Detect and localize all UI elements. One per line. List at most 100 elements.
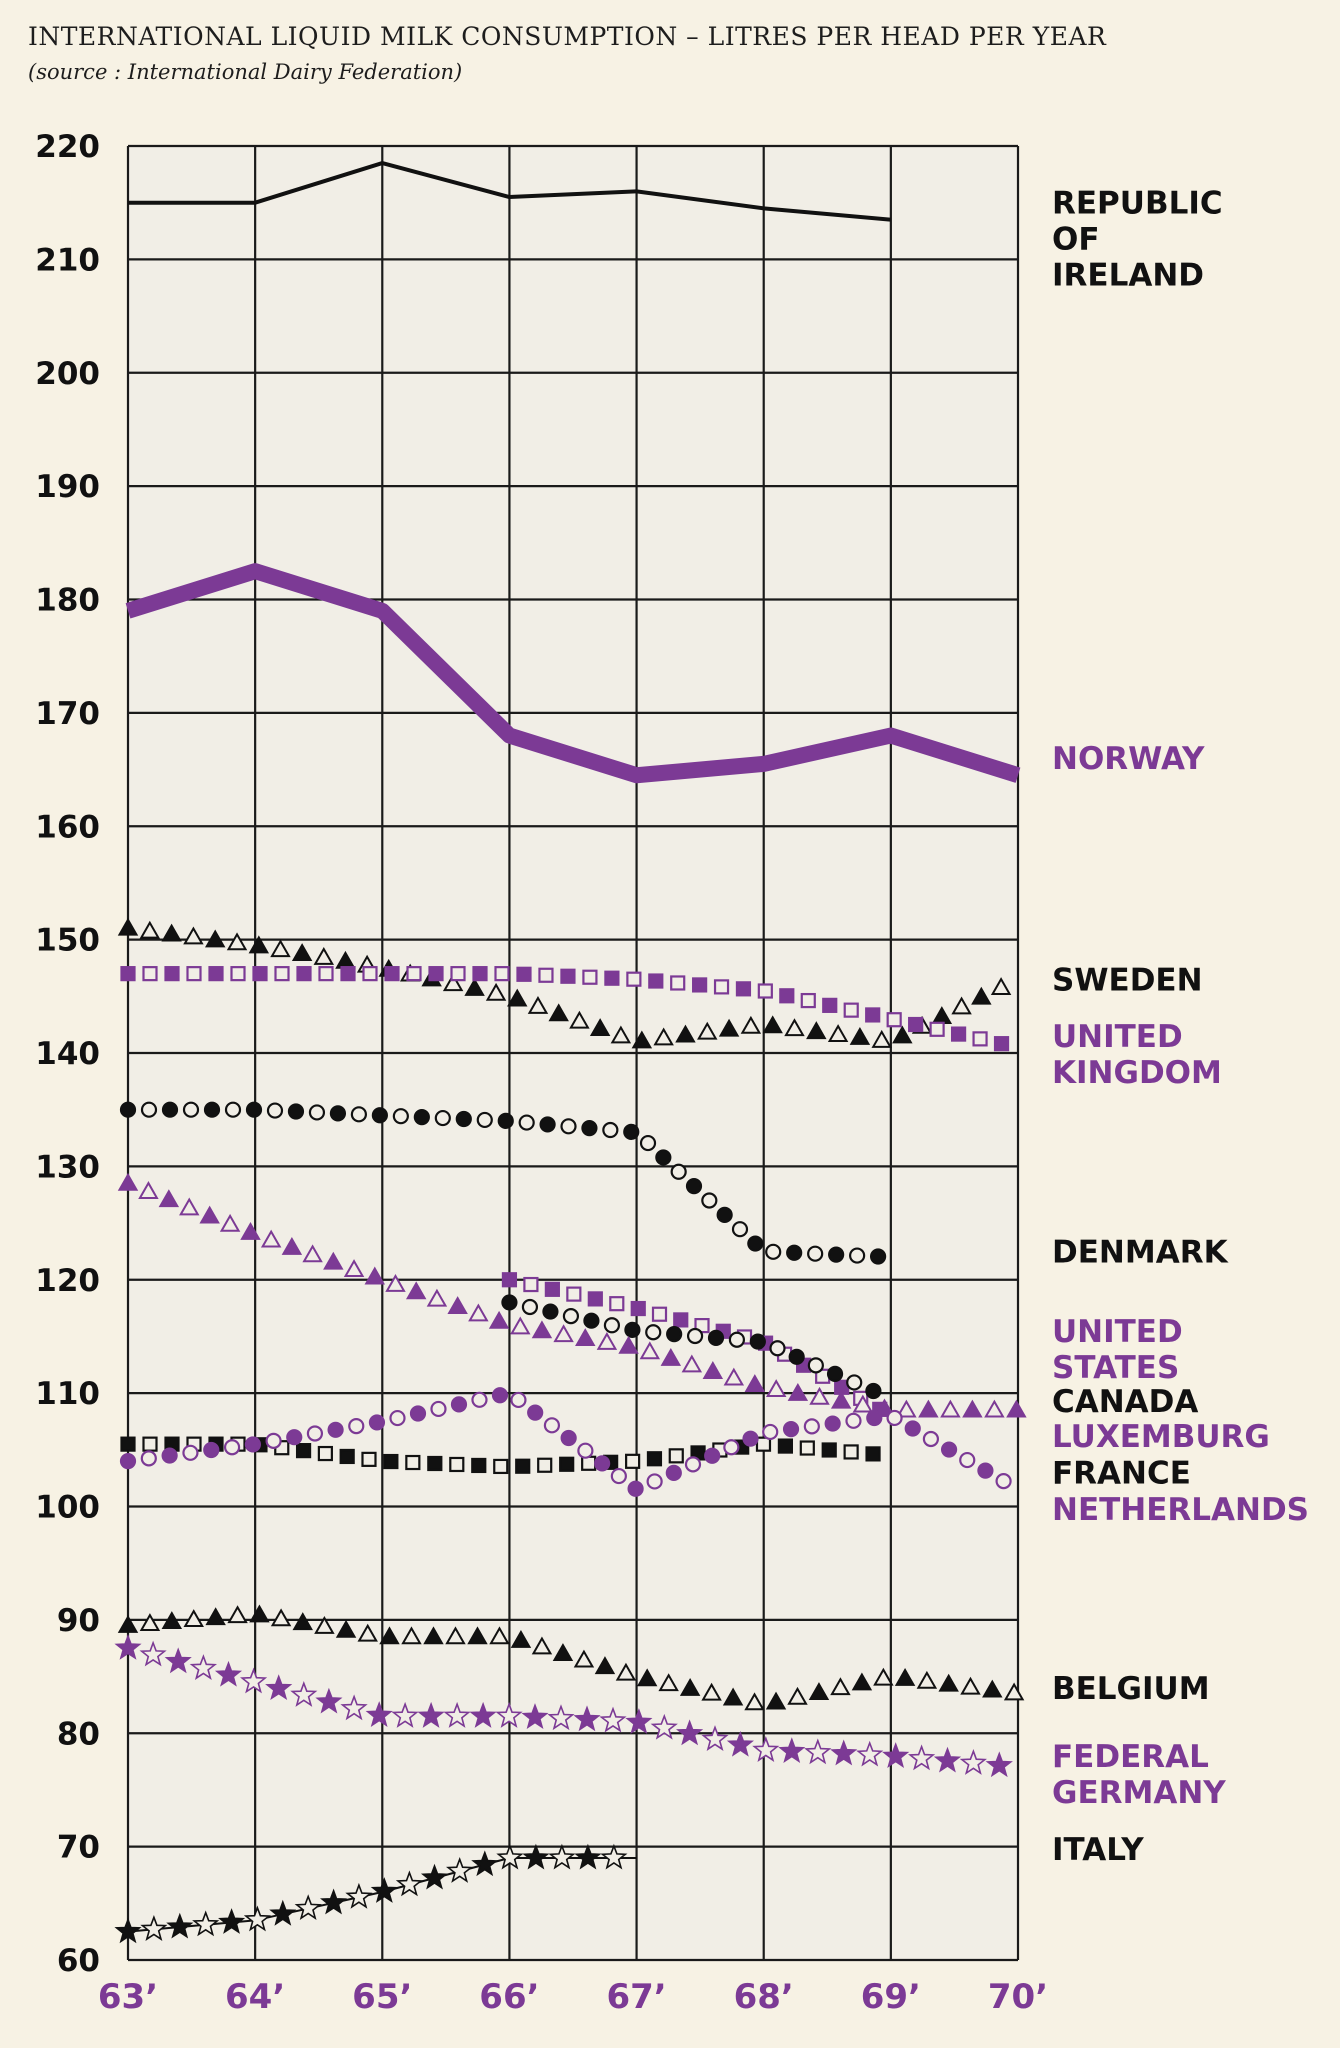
data-marker — [804, 1738, 832, 1765]
y-tick-label: 170 — [35, 696, 100, 732]
data-marker — [243, 1905, 272, 1932]
y-tick-label: 130 — [35, 1149, 100, 1185]
series-netherlands — [119, 1387, 1012, 1497]
series-label: OF — [1052, 222, 1100, 258]
data-marker — [869, 1248, 887, 1265]
data-marker — [960, 1676, 981, 1695]
data-marker — [447, 1296, 468, 1315]
data-marker — [455, 1110, 472, 1128]
data-marker — [587, 1291, 603, 1307]
data-marker — [140, 1915, 168, 1941]
data-marker — [544, 1281, 560, 1297]
data-marker — [704, 1447, 721, 1464]
series-label: ITALY — [1052, 1832, 1144, 1868]
y-tick-label: 100 — [35, 1490, 100, 1526]
series-france — [120, 1436, 881, 1475]
data-marker — [984, 1399, 1005, 1418]
data-marker — [639, 1134, 657, 1152]
data-marker — [510, 1316, 531, 1335]
data-marker — [702, 1361, 724, 1379]
data-marker — [577, 1442, 594, 1459]
data-marker — [464, 978, 485, 996]
data-marker — [962, 1399, 983, 1418]
data-marker — [368, 1414, 386, 1431]
data-marker — [166, 1912, 194, 1939]
data-marker — [713, 979, 730, 995]
data-marker — [501, 1272, 518, 1288]
data-marker — [290, 1681, 318, 1707]
data-marker — [179, 1197, 200, 1216]
data-marker — [182, 1101, 200, 1118]
data-marker — [807, 1357, 824, 1374]
data-marker — [684, 1456, 702, 1473]
data-marker — [800, 992, 816, 1009]
data-marker — [249, 1604, 270, 1623]
data-marker — [993, 1036, 1010, 1052]
data-marker — [731, 1221, 749, 1238]
data-marker — [602, 1121, 619, 1139]
x-tick-label: 67’ — [606, 1977, 666, 2017]
data-marker — [401, 1626, 422, 1645]
data-marker — [384, 966, 400, 982]
data-marker — [371, 1107, 388, 1124]
data-marker — [265, 1432, 282, 1449]
data-marker — [865, 1007, 881, 1023]
y-tick-label: 110 — [35, 1376, 100, 1412]
data-marker — [409, 1405, 427, 1422]
data-marker — [391, 1701, 419, 1728]
data-marker — [626, 971, 642, 987]
data-marker — [701, 1192, 718, 1209]
data-marker — [765, 1379, 787, 1398]
y-tick-label: 220 — [35, 129, 100, 165]
data-marker — [270, 1608, 292, 1627]
data-marker — [846, 1374, 863, 1391]
data-marker — [281, 1236, 303, 1255]
data-marker — [589, 1018, 611, 1037]
data-marker — [538, 967, 554, 983]
data-marker — [161, 1611, 183, 1630]
data-marker — [599, 1706, 627, 1733]
y-tick-label: 160 — [35, 809, 100, 845]
series-denmark — [119, 1101, 887, 1265]
data-marker — [317, 1445, 333, 1462]
data-marker — [485, 982, 507, 1001]
data-marker — [886, 1409, 903, 1427]
data-marker — [314, 1616, 335, 1634]
chart-title: INTERNATIONAL LIQUID MILK CONSUMPTION – … — [28, 22, 1107, 51]
data-marker — [497, 1112, 514, 1129]
data-marker — [139, 1613, 161, 1631]
data-marker — [728, 1331, 746, 1348]
data-marker — [627, 1480, 644, 1497]
data-marker — [240, 1667, 268, 1694]
data-marker — [581, 1120, 598, 1137]
data-marker — [543, 1417, 561, 1434]
data-marker — [227, 1605, 248, 1624]
data-marker — [186, 966, 202, 982]
data-marker — [843, 1444, 859, 1460]
data-marker — [697, 1021, 718, 1040]
data-marker — [450, 1396, 468, 1413]
series-label: FEDERAL — [1052, 1739, 1209, 1775]
data-marker — [117, 917, 139, 936]
data-marker — [161, 923, 182, 942]
data-marker — [653, 1027, 674, 1046]
data-marker — [600, 1843, 628, 1870]
x-tick-label: 64’ — [225, 1977, 285, 2017]
data-marker — [778, 1737, 806, 1764]
chart-subtitle: (source : International Dairy Federation… — [28, 60, 463, 84]
data-marker — [940, 1399, 961, 1418]
data-marker — [449, 1456, 465, 1473]
series-group — [114, 161, 1027, 1944]
data-marker — [270, 939, 291, 958]
data-marker — [650, 1713, 678, 1740]
data-marker — [723, 1367, 745, 1386]
data-marker — [523, 1276, 539, 1293]
data-marker — [630, 1300, 646, 1317]
data-marker — [265, 1674, 293, 1701]
data-marker — [142, 966, 158, 982]
data-marker — [959, 1749, 987, 1775]
data-marker — [365, 1701, 393, 1727]
data-marker — [971, 986, 992, 1005]
data-marker — [845, 1412, 862, 1429]
data-marker — [445, 1857, 474, 1883]
